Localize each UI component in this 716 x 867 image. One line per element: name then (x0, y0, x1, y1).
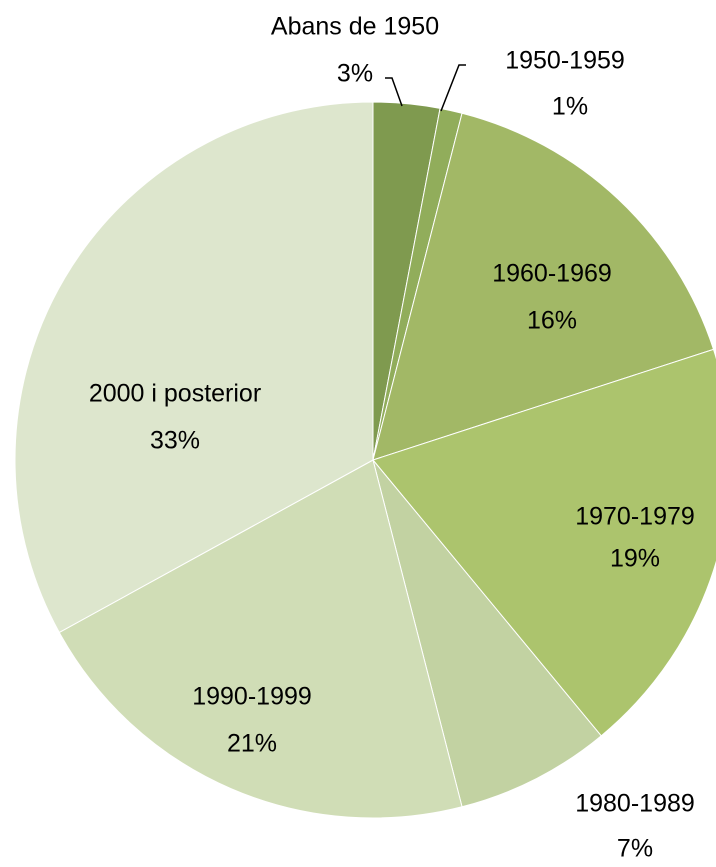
slice-label: 2000 i posterior (89, 380, 261, 408)
slice-label: Abans de 1950 (271, 13, 439, 41)
slice-value: 1% (552, 93, 588, 121)
slice-value: 21% (227, 730, 277, 758)
pie-slice (14, 101, 374, 634)
slice-label: 1960-1969 (492, 260, 612, 288)
slice-label: 1970-1979 (575, 503, 695, 531)
pie-slice (372, 112, 715, 461)
leader-line (440, 64, 466, 112)
pie-slice (372, 348, 716, 737)
pie-slice (58, 459, 463, 819)
slice-value: 33% (150, 427, 200, 455)
slice-label: 1990-1999 (192, 683, 312, 711)
slice-label: 1980-1989 (575, 790, 695, 818)
slice-value: 7% (617, 835, 653, 863)
pie-slice (372, 459, 602, 808)
slice-value: 16% (527, 307, 577, 335)
leader-line (385, 77, 403, 107)
slice-label: 1950-1959 (505, 47, 625, 75)
slice-value: 3% (337, 60, 373, 88)
slice-value: 19% (610, 545, 660, 573)
